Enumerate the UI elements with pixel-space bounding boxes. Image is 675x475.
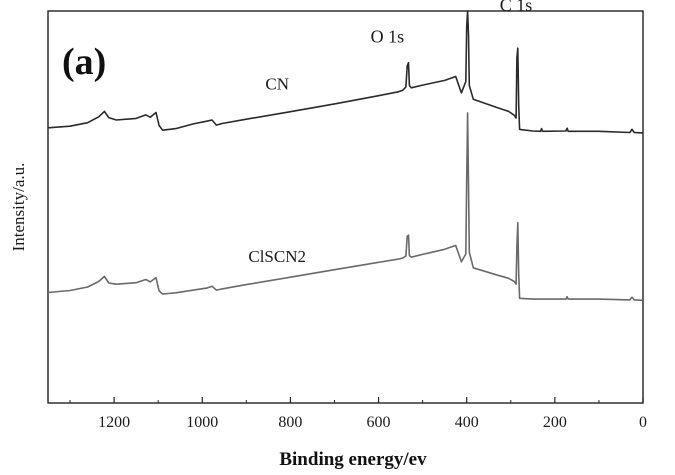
x-axis-ticks bbox=[69, 397, 644, 403]
x-tick-label: 400 bbox=[455, 414, 479, 431]
peak-annotation: O 1s bbox=[371, 26, 405, 46]
x-tick-label: 600 bbox=[367, 414, 391, 431]
spectra-series bbox=[47, 10, 644, 302]
x-tick-label: 200 bbox=[543, 414, 567, 431]
x-tick-label: 0 bbox=[639, 414, 647, 431]
x-tick-label: 1000 bbox=[186, 414, 218, 431]
plot-frame bbox=[47, 10, 644, 404]
series-label: ClSCN2 bbox=[248, 247, 306, 266]
peak-annotation: C 1s bbox=[500, 0, 533, 15]
x-axis-title: Binding energy/ev bbox=[279, 449, 427, 470]
series-line-cn bbox=[47, 10, 644, 134]
series-line-clscn2 bbox=[47, 112, 644, 302]
series-labels: CN ClSCN2 bbox=[248, 74, 306, 265]
x-tick-label: 800 bbox=[278, 414, 302, 431]
panel-label: (a) bbox=[62, 41, 106, 83]
x-tick-label: 1200 bbox=[98, 414, 130, 431]
series-label: CN bbox=[265, 74, 289, 93]
x-axis-tick-labels: 1200 1000 800 600 400 200 0 bbox=[98, 414, 647, 431]
y-axis-title: Intensity/a.u. bbox=[9, 163, 28, 252]
peak-annotations: O 1sN 1sC 1s bbox=[371, 0, 533, 46]
